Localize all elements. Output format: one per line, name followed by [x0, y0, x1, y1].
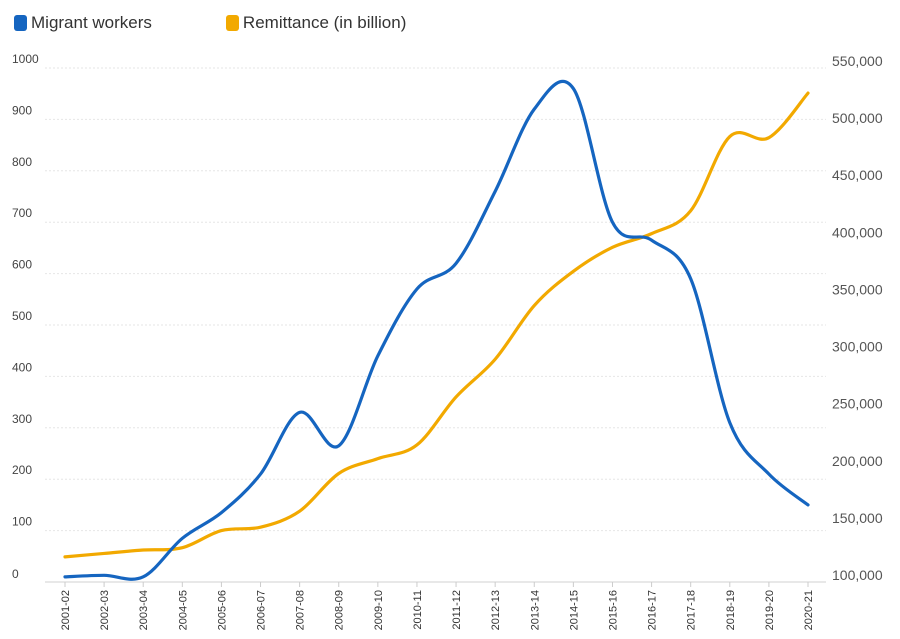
legend-label-migrant-workers: Migrant workers — [31, 13, 152, 32]
x-tick-label-2009-10: 2009-10 — [373, 590, 385, 630]
x-tick-label-2017-18: 2017-18 — [686, 590, 698, 630]
left-tick-label-900: 900 — [12, 103, 32, 117]
x-tick-label-2001-02: 2001-02 — [60, 590, 72, 630]
x-axis: 2001-02 2002-03 2003-04 2004-05 2005-06 2006-… — [60, 590, 815, 630]
series-lines — [63, 79, 810, 581]
x-tick-label-2003-04: 2003-04 — [138, 590, 150, 630]
x-tick-label-2018-19: 2018-19 — [725, 590, 737, 630]
x-tick-label-2002-03: 2002-03 — [99, 590, 111, 630]
gridlines — [45, 67, 826, 587]
legend-swatch-remittance — [225, 15, 239, 31]
left-axis: 0 100 200 300 400 500 600 700 800 900 1000 — [12, 52, 39, 581]
legend: Migrant workers Remittance (in billion) — [14, 8, 480, 38]
x-tick-label-2015-16: 2015-16 — [607, 590, 619, 630]
left-tick-label-0: 0 — [12, 567, 19, 581]
x-tick-label-2006-07: 2006-07 — [256, 590, 268, 630]
legend-item-migrant-workers[interactable]: Migrant workers — [14, 13, 152, 33]
legend-label-remittance: Remittance (in billion) — [242, 13, 407, 32]
right-tick-label-100000: 100,000 — [832, 567, 883, 583]
left-tick-label-100: 100 — [12, 515, 32, 529]
x-tick-label-2010-11: 2010-11 — [412, 590, 424, 630]
right-tick-label-550000: 550,000 — [832, 53, 883, 69]
right-tick-label-250000: 250,000 — [832, 396, 883, 412]
right-tick-label-150000: 150,000 — [832, 510, 883, 526]
right-tick-label-200000: 200,000 — [832, 453, 883, 469]
x-tick-label-2004-05: 2004-05 — [177, 590, 189, 630]
right-tick-label-400000: 400,000 — [832, 224, 883, 240]
left-tick-label-800: 800 — [12, 155, 32, 169]
right-tick-label-500000: 500,000 — [832, 110, 883, 126]
left-tick-label-600: 600 — [12, 258, 32, 272]
x-tick-label-2019-20: 2019-20 — [764, 590, 776, 630]
right-tick-label-350000: 350,000 — [832, 281, 883, 297]
legend-item-remittance[interactable]: Remittance (in billion) — [225, 13, 407, 33]
right-tick-label-300000: 300,000 — [832, 339, 883, 355]
left-tick-label-300: 300 — [12, 412, 32, 426]
x-tick-label-2005-06: 2005-06 — [216, 590, 228, 630]
x-tick-label-2008-09: 2008-09 — [334, 590, 346, 630]
left-tick-label-500: 500 — [12, 309, 32, 323]
right-axis: 100,000 150,000 200,000 250,000 300,000 350,0… — [832, 53, 883, 583]
left-tick-label-400: 400 — [12, 360, 32, 374]
right-tick-label-450000: 450,000 — [832, 167, 883, 183]
left-tick-label-200: 200 — [12, 463, 32, 477]
x-tick-label-2020-21: 2020-21 — [803, 590, 815, 630]
x-tick-label-2013-14: 2013-14 — [529, 590, 541, 630]
x-tick-label-2011-12: 2011-12 — [451, 590, 463, 630]
left-tick-label-700: 700 — [12, 206, 32, 220]
x-tick-label-2007-08: 2007-08 — [295, 590, 307, 630]
series-line-remittance — [63, 91, 810, 559]
legend-swatch-migrant-workers — [14, 15, 27, 31]
left-tick-label-1000: 1000 — [12, 52, 39, 66]
series-line-migrant-workers — [63, 79, 810, 581]
x-tick-label-2016-17: 2016-17 — [647, 590, 659, 630]
x-tick-label-2012-13: 2012-13 — [490, 590, 502, 630]
x-tick-label-2014-15: 2014-15 — [568, 590, 580, 630]
